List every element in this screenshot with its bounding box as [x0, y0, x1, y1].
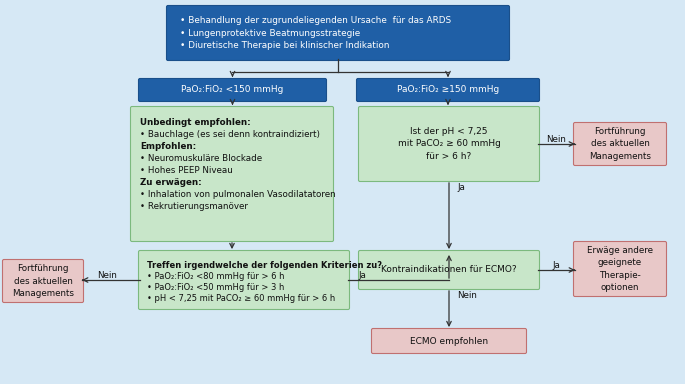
Text: Erwäge andere
geeignete
Therapie-
optionen: Erwäge andere geeignete Therapie- option…: [587, 246, 653, 292]
Text: Nein: Nein: [547, 134, 566, 144]
FancyBboxPatch shape: [3, 260, 84, 303]
FancyBboxPatch shape: [573, 242, 667, 296]
Text: Fortführung
des aktuellen
Managements: Fortführung des aktuellen Managements: [12, 264, 74, 298]
FancyBboxPatch shape: [131, 106, 334, 242]
Text: Empfohlen:: Empfohlen:: [140, 142, 196, 151]
Text: Fortführung
des aktuellen
Managements: Fortführung des aktuellen Managements: [589, 127, 651, 161]
FancyBboxPatch shape: [573, 122, 667, 166]
FancyBboxPatch shape: [358, 250, 540, 290]
FancyBboxPatch shape: [356, 78, 540, 101]
Text: Nein: Nein: [457, 291, 477, 301]
Text: Treffen irgendwelche der folgenden Kriterien zu?: Treffen irgendwelche der folgenden Krite…: [147, 261, 382, 270]
FancyBboxPatch shape: [371, 328, 527, 354]
Text: Kontraindikationen für ECMO?: Kontraindikationen für ECMO?: [381, 265, 516, 275]
Text: • pH < 7,25 mit PaCO₂ ≥ 60 mmHg für > 6 h: • pH < 7,25 mit PaCO₂ ≥ 60 mmHg für > 6 …: [147, 294, 335, 303]
FancyBboxPatch shape: [358, 106, 540, 182]
Text: Unbedingt empfohlen:: Unbedingt empfohlen:: [140, 118, 251, 127]
Text: Ja: Ja: [457, 184, 465, 192]
Text: PaO₂:FiO₂ ≥150 mmHg: PaO₂:FiO₂ ≥150 mmHg: [397, 86, 499, 94]
Text: Ja: Ja: [358, 270, 366, 280]
Text: • Rekrutierungsmanöver: • Rekrutierungsmanöver: [140, 202, 248, 211]
FancyBboxPatch shape: [166, 5, 510, 61]
Text: ECMO empfohlen: ECMO empfohlen: [410, 336, 488, 346]
Text: • Behandlung der zugrundeliegenden Ursache  für das ARDS
• Lungenprotektive Beat: • Behandlung der zugrundeliegenden Ursac…: [180, 17, 451, 50]
Text: • Bauchlage (es sei denn kontraindiziert): • Bauchlage (es sei denn kontraindiziert…: [140, 130, 320, 139]
Text: Ist der pH < 7,25
mit PaCO₂ ≥ 60 mmHg
für > 6 h?: Ist der pH < 7,25 mit PaCO₂ ≥ 60 mmHg fü…: [397, 127, 501, 161]
Text: • PaO₂:FiO₂ <80 mmHg für > 6 h: • PaO₂:FiO₂ <80 mmHg für > 6 h: [147, 272, 284, 281]
Text: Zu erwägen:: Zu erwägen:: [140, 178, 202, 187]
Text: • Neuromuskuläre Blockade: • Neuromuskuläre Blockade: [140, 154, 262, 163]
FancyBboxPatch shape: [138, 78, 327, 101]
Text: • Hohes PEEP Niveau: • Hohes PEEP Niveau: [140, 166, 233, 175]
FancyBboxPatch shape: [138, 250, 349, 310]
Text: Ja: Ja: [553, 260, 560, 270]
Text: • Inhalation von pulmonalen Vasodilatatoren: • Inhalation von pulmonalen Vasodilatato…: [140, 190, 336, 199]
Text: PaO₂:FiO₂ <150 mmHg: PaO₂:FiO₂ <150 mmHg: [182, 86, 284, 94]
Text: • PaO₂:FiO₂ <50 mmHg für > 3 h: • PaO₂:FiO₂ <50 mmHg für > 3 h: [147, 283, 284, 292]
Text: Nein: Nein: [97, 270, 117, 280]
